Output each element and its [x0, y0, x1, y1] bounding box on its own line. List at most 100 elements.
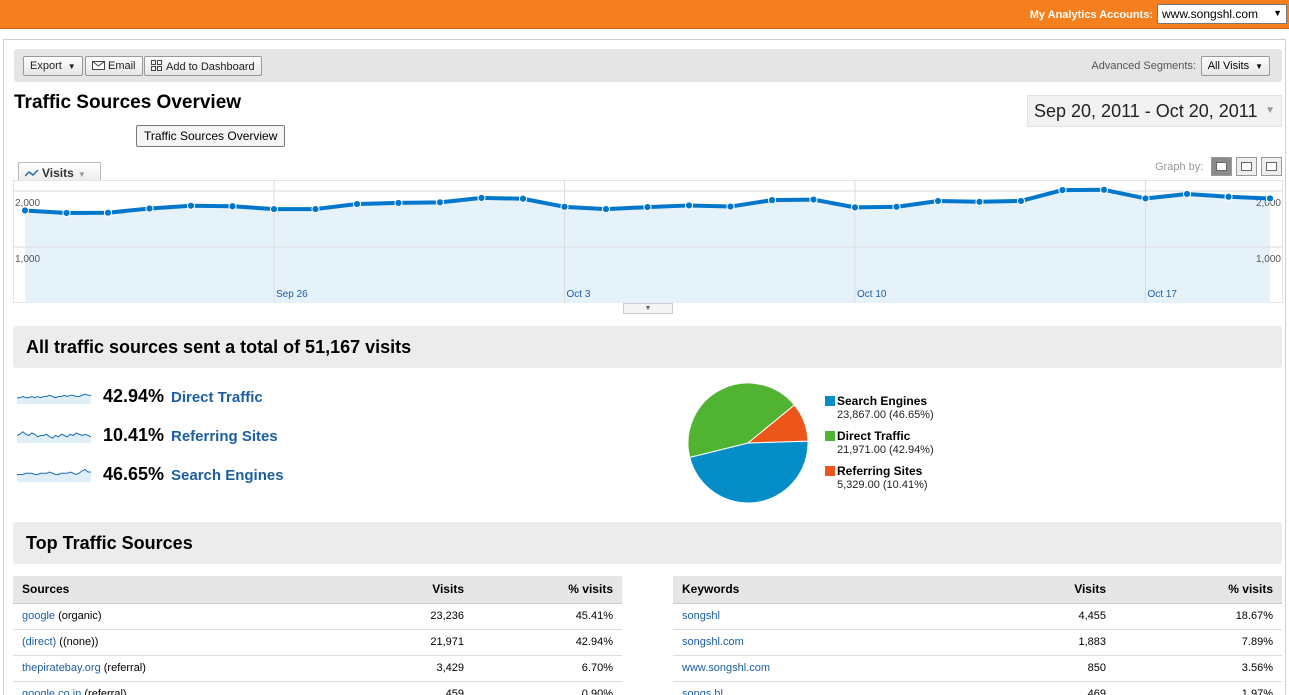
column-header[interactable]: Visits — [343, 576, 473, 604]
legend-name: Direct Traffic — [837, 429, 911, 443]
sources-table: Sources Visits % visits google (organic)… — [13, 576, 622, 695]
data-point[interactable] — [311, 204, 320, 214]
data-point[interactable] — [269, 204, 279, 214]
day-icon — [1216, 162, 1227, 171]
legend-value: 5,329.00 (10.41%) — [837, 479, 928, 491]
column-header[interactable]: % visits — [1115, 576, 1282, 604]
column-header[interactable]: % visits — [473, 576, 622, 604]
y-tick-label-right: 1,000 — [1256, 254, 1281, 265]
source-cell: thepiratebay.org (referral) — [13, 655, 343, 682]
source-link[interactable]: (direct) — [22, 636, 57, 648]
data-point[interactable] — [62, 208, 71, 218]
report-toolbar: Export ▼ Email Add to Dashboard Advanced … — [14, 49, 1282, 82]
x-tick-label: Oct 17 — [1148, 289, 1178, 300]
chevron-down-icon: ▼ — [1265, 105, 1275, 116]
export-button[interactable]: Export ▼ — [23, 56, 83, 76]
data-point[interactable] — [1224, 192, 1233, 201]
date-range-picker[interactable]: Sep 20, 2011 - Oct 20, 2011 ▼ — [1027, 95, 1282, 127]
column-header[interactable]: Keywords — [673, 576, 1003, 604]
legend-value: 21,971.00 (42.94%) — [837, 444, 934, 456]
data-point[interactable] — [518, 194, 528, 203]
pie-slice[interactable] — [689, 440, 809, 504]
date-range-value: Sep 20, 2011 - Oct 20, 2011 — [1034, 101, 1258, 121]
keyword-cell: songshl — [673, 603, 1003, 630]
source-link-direct[interactable]: Direct Traffic — [171, 389, 263, 406]
keyword-cell: songshl.com — [673, 629, 1003, 656]
data-point[interactable] — [477, 193, 486, 202]
data-point[interactable] — [352, 199, 362, 209]
data-point[interactable] — [103, 208, 113, 217]
data-point[interactable] — [601, 204, 611, 214]
data-point[interactable] — [1265, 194, 1275, 203]
keyword-link[interactable]: songs hl — [682, 688, 723, 695]
data-point[interactable] — [643, 203, 652, 212]
graph-by-month-button[interactable] — [1261, 157, 1282, 176]
keyword-link[interactable]: www.songshl.com — [682, 662, 771, 674]
x-tick-label: Oct 10 — [857, 289, 887, 300]
data-point[interactable] — [1099, 185, 1109, 194]
data-point[interactable] — [726, 202, 735, 211]
data-point[interactable] — [560, 202, 569, 211]
email-label: Email — [108, 60, 136, 72]
data-point[interactable] — [435, 198, 445, 207]
column-header[interactable]: Visits — [1003, 576, 1115, 604]
traffic-pie-chart — [687, 382, 809, 504]
source-link-referring[interactable]: Referring Sites — [171, 428, 278, 445]
source-link[interactable]: google.co.in — [22, 688, 82, 695]
table-row: www.songshl.com 850 3.56% — [673, 655, 1282, 682]
visits-cell: 459 — [343, 681, 473, 695]
data-point[interactable] — [1182, 189, 1192, 199]
data-point[interactable] — [975, 197, 984, 206]
data-point[interactable] — [1016, 196, 1026, 206]
graph-by-day-button[interactable] — [1211, 157, 1232, 176]
export-label: Export — [30, 60, 62, 72]
data-point[interactable] — [20, 206, 30, 215]
table-row: google.co.in (referral) 459 0.90% — [13, 681, 622, 695]
source-link-search[interactable]: Search Engines — [171, 467, 284, 484]
email-button[interactable]: Email — [85, 56, 143, 76]
data-point[interactable] — [892, 202, 901, 211]
data-point[interactable] — [767, 196, 777, 205]
table-header-row: Sources Visits % visits — [13, 576, 622, 604]
percent-cell: 6.70% — [473, 655, 622, 682]
page-title: Traffic Sources Overview — [14, 92, 242, 113]
percent-cell: 1.97% — [1115, 681, 1282, 695]
table-row: songshl 4,455 18.67% — [673, 603, 1282, 630]
graph-collapse-toggle[interactable]: ▼ — [623, 303, 673, 314]
keyword-link[interactable]: songshl.com — [682, 636, 744, 648]
data-point[interactable] — [145, 204, 154, 213]
data-point[interactable] — [228, 202, 237, 211]
column-header[interactable]: Sources — [13, 576, 343, 604]
account-select[interactable]: www.songshl.com ▼ — [1157, 4, 1287, 24]
y-tick-label-left: 1,000 — [15, 254, 40, 265]
table-row: thepiratebay.org (referral) 3,429 6.70% — [13, 655, 622, 682]
chevron-down-icon: ▼ — [1273, 8, 1282, 18]
add-to-dashboard-button[interactable]: Add to Dashboard — [144, 56, 262, 76]
data-point[interactable] — [394, 198, 403, 208]
graph-by-week-button[interactable] — [1236, 157, 1257, 176]
source-link[interactable]: google — [22, 610, 56, 622]
segments-select[interactable]: All Visits ▼ — [1200, 56, 1270, 76]
data-point[interactable] — [809, 195, 818, 204]
source-link[interactable]: thepiratebay.org — [22, 662, 101, 674]
data-point[interactable] — [1141, 194, 1150, 203]
pie-slice[interactable] — [687, 382, 796, 458]
data-point[interactable] — [186, 201, 196, 210]
data-point[interactable] — [933, 196, 943, 206]
x-tick-label: Oct 3 — [567, 289, 591, 300]
pie-slice[interactable] — [746, 404, 809, 444]
sparkline-area — [17, 394, 91, 404]
metric-select[interactable]: Visits ▼ — [18, 162, 101, 182]
data-point[interactable] — [684, 201, 694, 210]
chevron-down-icon: ▼ — [77, 170, 86, 179]
sparkline-line — [17, 431, 91, 439]
visits-cell: 4,455 — [1003, 603, 1115, 630]
chevron-down-icon: ▼ — [1255, 62, 1263, 71]
keyword-link[interactable]: songshl — [682, 610, 720, 622]
data-point[interactable] — [1058, 185, 1067, 195]
sparkline-line — [17, 468, 91, 476]
summary-header: All traffic sources sent a total of 51,1… — [13, 326, 1282, 368]
data-point[interactable] — [850, 203, 860, 212]
percent-cell: 18.67% — [1115, 603, 1282, 630]
top-bar: My Analytics Accounts: www.songshl.com ▼ — [0, 0, 1289, 29]
